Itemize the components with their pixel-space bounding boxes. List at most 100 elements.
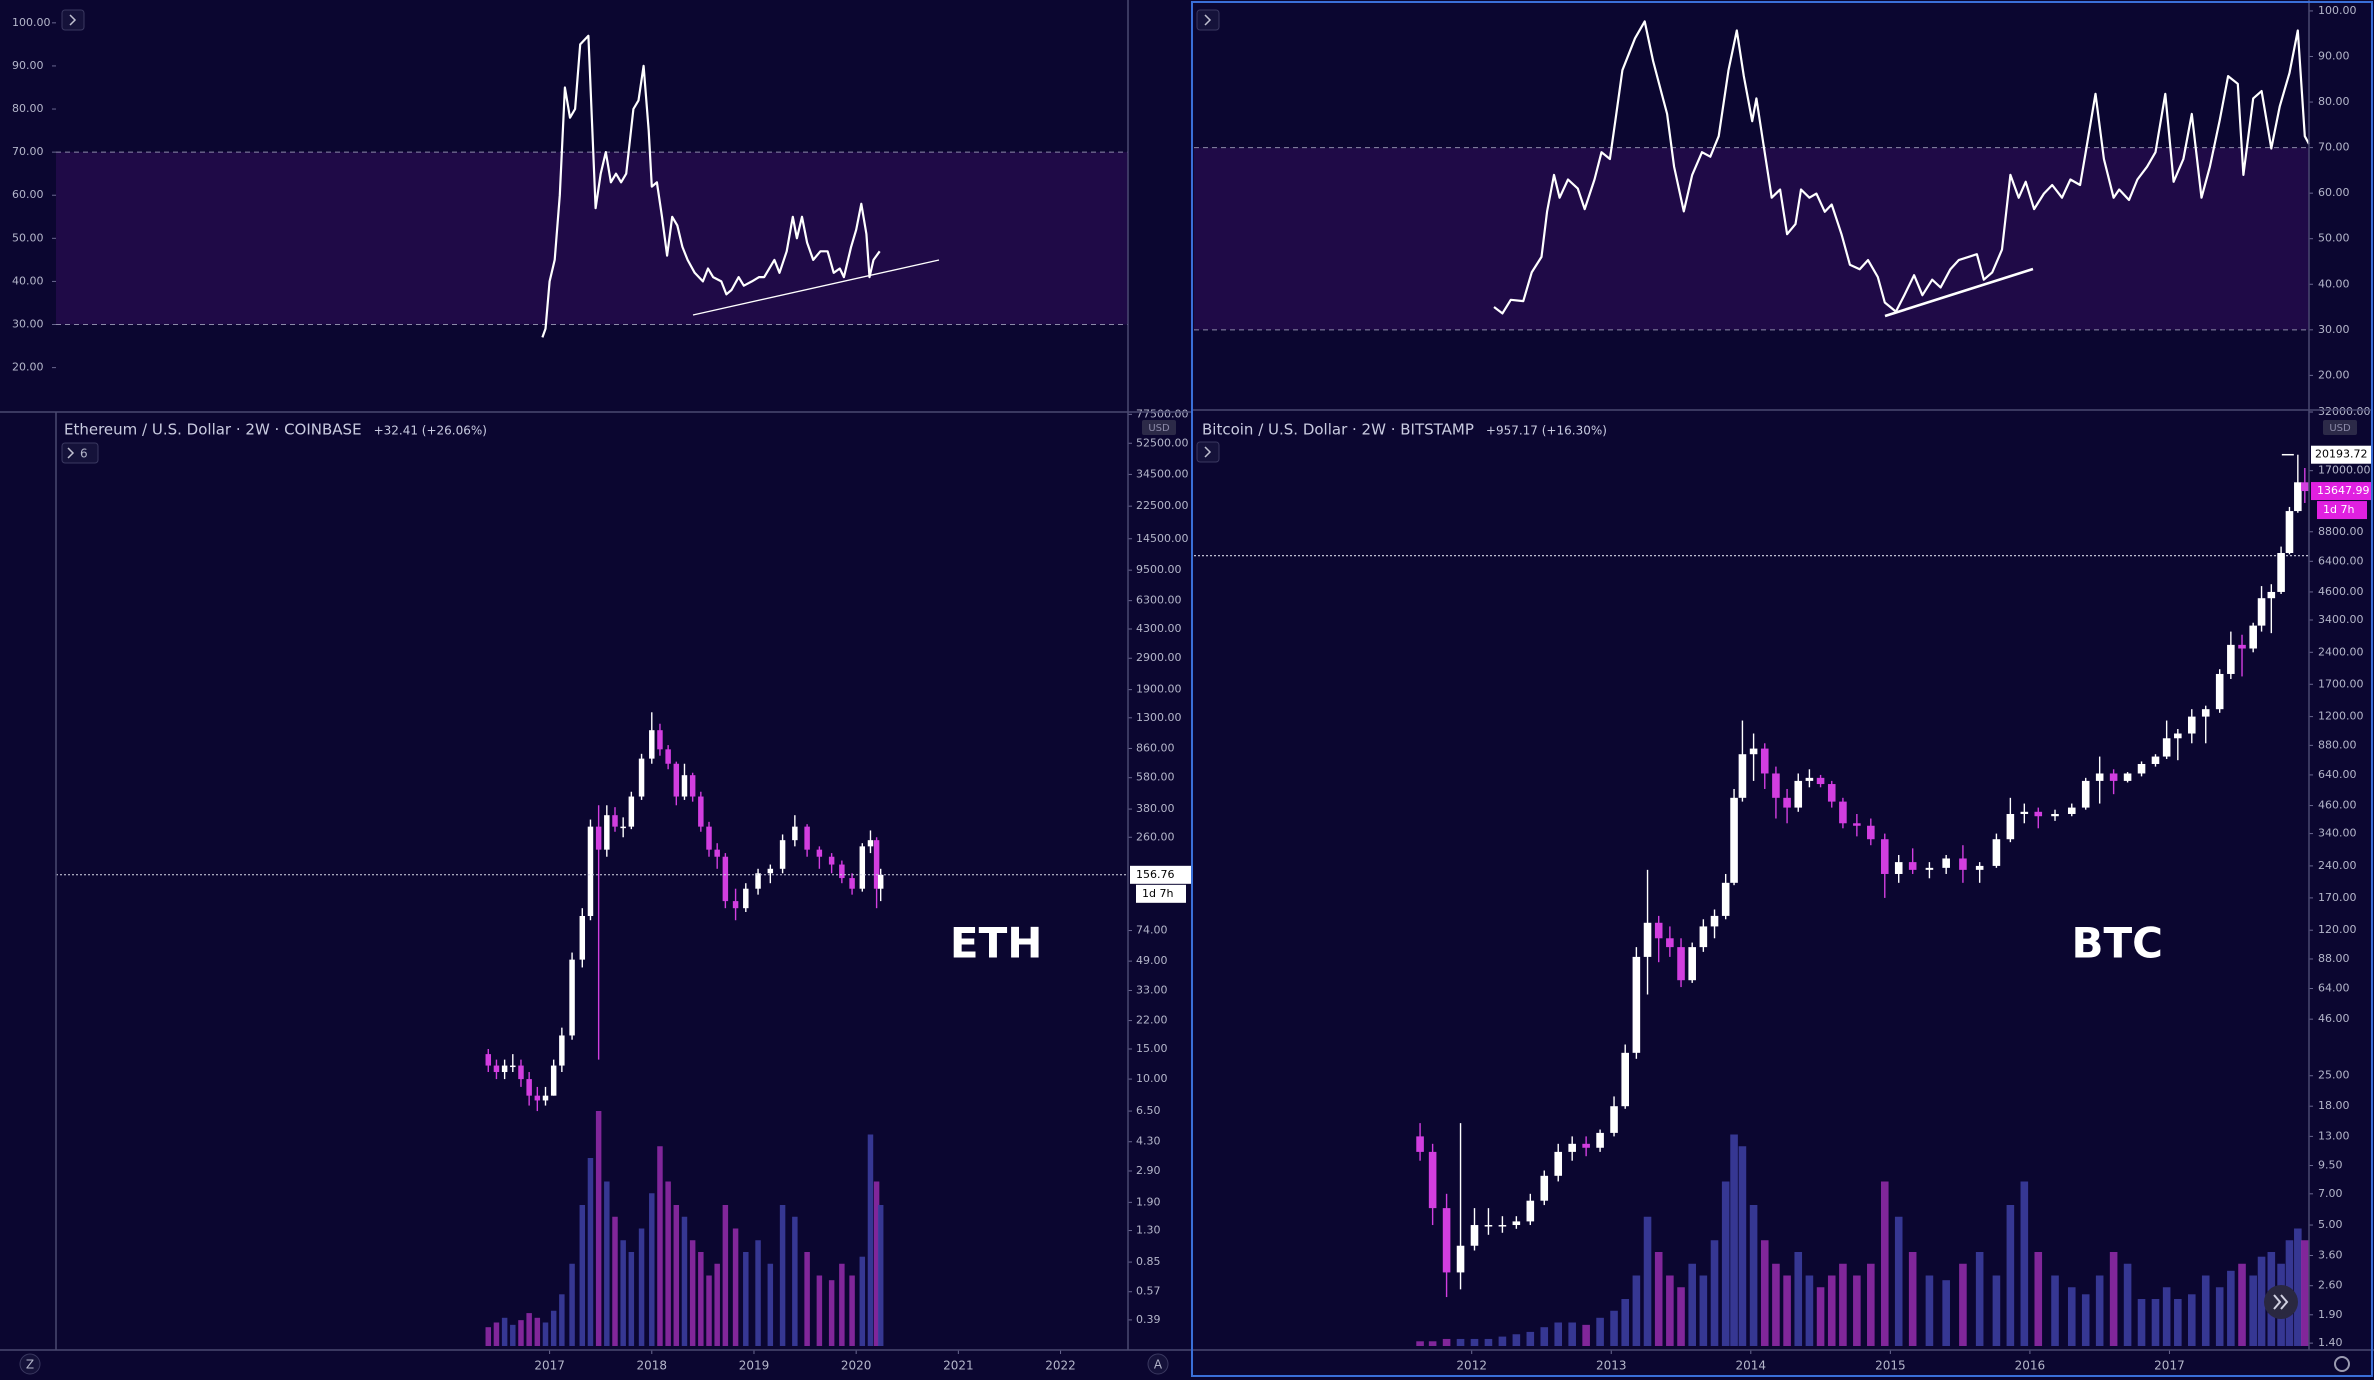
volume-bar <box>1596 1317 1604 1346</box>
volume-bar <box>542 1322 549 1346</box>
y-tick-label: 52500.00 <box>1136 436 1189 449</box>
volume-bar <box>2294 1228 2302 1346</box>
scale-button[interactable]: Z <box>19 1353 41 1375</box>
y-tick-label: 46.00 <box>2318 1012 2350 1025</box>
collapse-button[interactable] <box>61 9 85 31</box>
y-tick-label: 60.00 <box>2318 186 2350 199</box>
candle-body <box>1992 839 2001 866</box>
y-tick-label: 25.00 <box>2318 1069 2350 1082</box>
candle-body <box>1749 748 1758 755</box>
candle-body <box>1738 754 1747 798</box>
candle-body <box>501 1065 508 1073</box>
volume-bar <box>1908 1252 1917 1346</box>
trendline <box>1884 267 2034 318</box>
volume-bar <box>689 1240 696 1346</box>
volume-bar <box>767 1263 774 1346</box>
volume-bar <box>526 1313 532 1346</box>
volume-bar <box>1498 1336 1507 1346</box>
candle-body <box>828 856 835 865</box>
y-tick-label: 49.00 <box>1136 954 1168 967</box>
candle-body <box>1484 1225 1493 1227</box>
scroll-to-latest-button[interactable] <box>2264 1285 2298 1319</box>
candle-body <box>698 796 704 827</box>
indicators-button[interactable]: 6 <box>61 442 99 464</box>
y-tick-label: 22.00 <box>1136 1014 1168 1027</box>
candle-body <box>1512 1221 1521 1226</box>
volume-bar <box>559 1294 565 1346</box>
volume-bar <box>628 1252 635 1346</box>
candle-body <box>1721 882 1730 916</box>
candle-body <box>732 901 739 909</box>
candle-body <box>2174 733 2182 739</box>
candle-body <box>1456 1245 1465 1273</box>
candle-body <box>2034 811 2043 817</box>
volume-bar <box>2095 1275 2104 1346</box>
volume-bar <box>2174 1299 2182 1346</box>
candle-body <box>681 775 688 797</box>
volume-bar <box>612 1216 618 1346</box>
y-tick-label: 13.00 <box>2318 1129 2350 1142</box>
y-tick-label: 30.00 <box>12 318 44 331</box>
last-price-badge <box>1130 865 1192 884</box>
y-tick-label: 20.00 <box>2318 368 2350 381</box>
volume-bar <box>714 1263 720 1346</box>
candle-body <box>518 1065 524 1080</box>
settings-button[interactable] <box>2334 1356 2350 1372</box>
candle-body <box>2137 763 2146 774</box>
candle-body <box>2067 807 2076 814</box>
candle-body <box>779 840 786 869</box>
volume-bar <box>1839 1263 1847 1346</box>
button-label: Z <box>26 1358 34 1372</box>
candle-body <box>1730 797 1738 883</box>
candle-body <box>1880 839 1889 874</box>
y-tick-label: 460.00 <box>2318 799 2357 812</box>
volume-bar <box>1816 1287 1825 1346</box>
volume-bar <box>665 1181 671 1346</box>
volume-bar <box>1721 1181 1730 1346</box>
candle-body <box>877 874 884 889</box>
y-tick-label: 0.39 <box>1136 1313 1161 1326</box>
candle-body <box>542 1095 549 1101</box>
candle-body <box>1867 825 1875 840</box>
y-tick-label: 6400.00 <box>2318 554 2364 567</box>
currency-label: USD <box>1148 423 1170 434</box>
volume-bar <box>2067 1287 2076 1346</box>
y-tick-label: 80.00 <box>2318 95 2350 108</box>
volume-bar <box>1959 1263 1967 1346</box>
collapse-button[interactable] <box>1196 9 1220 31</box>
candle-body <box>2238 644 2246 649</box>
volume-bar <box>1760 1240 1769 1346</box>
y-tick-label: 50.00 <box>2318 232 2350 245</box>
y-tick-label: 20.00 <box>12 361 44 374</box>
candle-body <box>743 888 749 909</box>
indicator-count: 6 <box>80 447 88 461</box>
candle-body <box>1699 926 1708 948</box>
volume-bar <box>2137 1299 2146 1346</box>
x-tick-label: 2020 <box>841 1359 872 1373</box>
y-tick-label: 580.00 <box>1136 771 1175 784</box>
volume-bar <box>706 1275 712 1346</box>
volume-bar <box>779 1205 786 1346</box>
candle-body <box>2095 773 2104 781</box>
candle-body <box>1853 823 1861 826</box>
candle-body <box>1498 1225 1507 1227</box>
candle-body <box>755 873 761 889</box>
volume-bar <box>595 1111 602 1346</box>
price-change: +32.41 (+26.06%) <box>374 424 487 438</box>
x-tick-label: 2012 <box>1456 1359 1487 1373</box>
volume-bar <box>518 1320 524 1346</box>
candle-body <box>638 758 645 797</box>
y-tick-label: 240.00 <box>2318 859 2357 872</box>
layers: 20.00 30.00 40.00 50.00 60.00 70.00 80.00 90.00… <box>12 4 2373 1373</box>
y-tick-label: 88.00 <box>2318 952 2350 965</box>
x-tick-label: 2014 <box>1736 1359 1767 1373</box>
scale-button[interactable]: A <box>1147 1353 1169 1375</box>
volume-bar <box>804 1252 810 1346</box>
rsi-band <box>56 152 1128 325</box>
volume-bar <box>1730 1134 1738 1346</box>
collapse-button[interactable] <box>1196 441 1220 463</box>
y-tick-label: 17000.00 <box>2318 464 2371 477</box>
volume-bar <box>828 1280 835 1346</box>
candle-body <box>1632 956 1641 1053</box>
y-tick-label: 1900.00 <box>1136 683 1182 696</box>
